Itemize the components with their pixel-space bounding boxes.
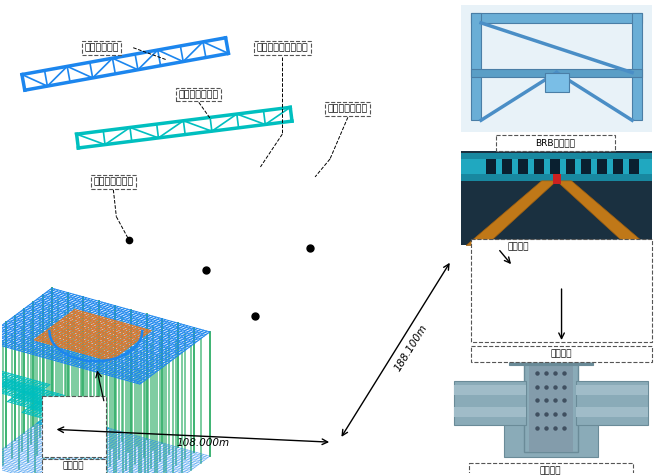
Bar — [544, 72, 569, 92]
Bar — [534, 159, 544, 174]
Text: 梁梁节点: 梁梁节点 — [551, 349, 572, 358]
Bar — [461, 151, 652, 246]
Bar — [518, 159, 528, 174]
Bar — [454, 385, 526, 395]
Bar — [529, 363, 573, 452]
Bar — [449, 353, 653, 460]
Bar — [569, 320, 577, 327]
Bar — [486, 159, 496, 174]
Bar — [42, 459, 106, 474]
Text: BRB屈曲支撑: BRB屈曲支撑 — [536, 139, 575, 148]
Bar — [471, 13, 481, 120]
Bar — [597, 159, 607, 174]
Bar — [471, 69, 642, 77]
Bar — [471, 238, 652, 342]
Bar — [569, 311, 577, 318]
Text: 桁架节点: 桁架节点 — [508, 242, 529, 251]
Polygon shape — [557, 181, 647, 246]
Text: 188.100m: 188.100m — [393, 323, 429, 373]
Bar — [577, 385, 648, 395]
Bar — [502, 159, 512, 174]
Bar — [569, 284, 577, 291]
Bar — [454, 381, 526, 426]
Bar — [565, 159, 575, 174]
Text: 屋面桁架结构: 屋面桁架结构 — [84, 43, 119, 52]
Bar — [632, 13, 642, 120]
Text: 羽毛球馆钢结构: 羽毛球馆钢结构 — [179, 90, 219, 99]
Bar — [454, 407, 526, 417]
Bar — [509, 353, 593, 365]
Bar — [42, 396, 106, 457]
Bar — [471, 346, 652, 362]
Text: 柱脚节点: 柱脚节点 — [63, 462, 84, 471]
Text: 游泳馆馆钢结构: 游泳馆馆钢结构 — [328, 105, 368, 114]
Bar — [461, 5, 652, 132]
Bar — [478, 264, 600, 278]
Bar — [629, 159, 639, 174]
Text: 屋面看台钢结构: 屋面看台钢结构 — [93, 178, 134, 187]
Bar — [569, 293, 577, 300]
Polygon shape — [466, 181, 557, 246]
Bar — [49, 430, 98, 442]
Bar — [550, 159, 559, 174]
Bar — [585, 258, 640, 284]
Bar — [614, 159, 623, 174]
Bar — [577, 407, 648, 417]
Bar — [553, 174, 561, 184]
Bar — [547, 281, 577, 333]
Bar — [469, 463, 633, 476]
Bar — [461, 159, 652, 174]
Text: 108.000m: 108.000m — [176, 438, 229, 448]
Bar — [504, 417, 598, 457]
Bar — [577, 381, 648, 426]
Bar — [524, 358, 579, 452]
Bar — [478, 261, 600, 281]
Bar — [62, 400, 84, 432]
Text: 篮球训练馆馆钢结构: 篮球训练馆馆钢结构 — [256, 43, 308, 52]
Bar — [471, 13, 642, 23]
Bar — [529, 358, 573, 452]
Bar — [461, 153, 652, 181]
Text: 梁柱节点: 梁柱节点 — [540, 466, 561, 476]
Bar — [581, 159, 591, 174]
Bar — [496, 135, 616, 151]
Bar — [569, 302, 577, 309]
